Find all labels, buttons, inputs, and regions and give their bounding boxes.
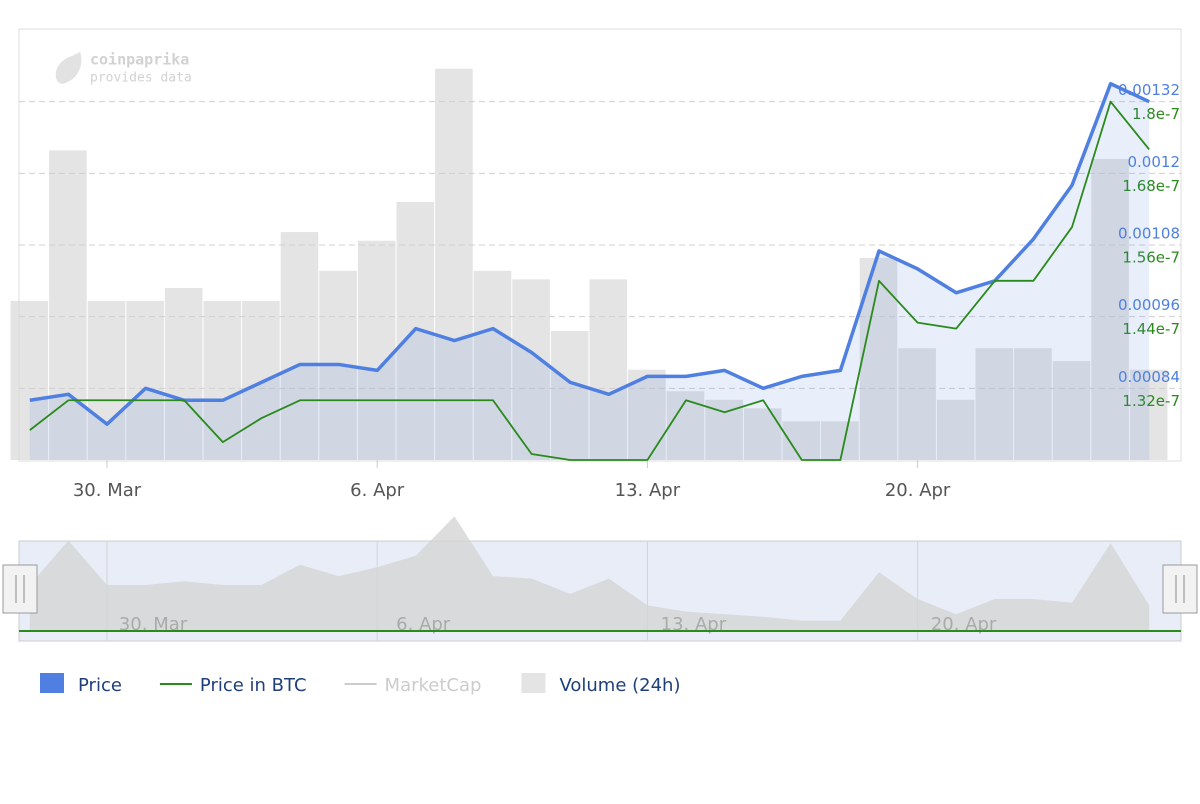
legend-label: Price: [78, 675, 122, 696]
volume-bar: [975, 348, 1014, 460]
legend-item[interactable]: Price: [40, 673, 122, 696]
navigator-volume: [29, 516, 1150, 632]
y-tick-label: 0.00084: [1118, 368, 1180, 386]
volume-bar: [49, 150, 87, 460]
y2-tick-label: 1.56e-7: [1122, 249, 1180, 267]
volume-bar: [87, 300, 126, 460]
navigator-label: 13. Apr: [661, 614, 727, 635]
volume-bar: [936, 399, 975, 460]
navigator-handle[interactable]: [1162, 564, 1198, 614]
legend-item[interactable]: Volume (24h): [521, 673, 680, 696]
legend-label: MarketCap: [385, 675, 482, 696]
y-tick-label: 0.0012: [1128, 153, 1181, 171]
series-line: [29, 100, 1150, 461]
volume-bar: [435, 68, 473, 460]
y2-tick-label: 1.32e-7: [1122, 392, 1180, 410]
volume-bar: [1091, 159, 1129, 460]
volume-bar: [1052, 361, 1091, 460]
legend-label: Price in BTC: [200, 675, 307, 696]
volume-bar: [628, 369, 666, 460]
volume-bar: [705, 399, 743, 460]
x-tick-label: 30. Mar: [73, 480, 142, 501]
legend-item[interactable]: Price in BTC: [159, 675, 307, 696]
series-line: [29, 82, 1150, 426]
y2-tick-label: 1.8e-7: [1132, 105, 1180, 123]
x-tick-label: 20. Apr: [885, 480, 951, 501]
y-tick-label: 0.00108: [1118, 225, 1180, 243]
logo-icon: [55, 52, 82, 84]
credit: provides data: [90, 71, 192, 86]
volume-bar: [242, 300, 280, 460]
y-tick-label: 0.00096: [1118, 296, 1180, 314]
volume-bar: [1014, 348, 1052, 460]
volume-bar: [203, 300, 242, 460]
volume-bar: [126, 300, 164, 460]
credit: coinpaprika: [90, 51, 189, 69]
volume-bar: [821, 421, 859, 460]
volume-bar: [512, 279, 550, 460]
x-tick-label: 6. Apr: [350, 480, 405, 501]
navigator-label: 6. Apr: [396, 614, 451, 635]
volume-bar: [280, 232, 319, 460]
legend-label: Volume (24h): [559, 675, 680, 696]
volume-bar: [10, 300, 49, 460]
y2-tick-label: 1.68e-7: [1122, 177, 1180, 195]
legend-item[interactable]: MarketCap: [344, 675, 482, 696]
volume-bar: [898, 348, 936, 460]
legend-symbol: [40, 673, 64, 693]
y2-tick-label: 1.44e-7: [1122, 320, 1180, 338]
navigator-handle[interactable]: [2, 564, 38, 614]
volume-bar: [357, 240, 396, 460]
legend-symbol: [521, 673, 546, 693]
volume-bar: [550, 331, 589, 460]
volume-bar: [589, 279, 628, 460]
navigator-label: 30. Mar: [119, 614, 188, 635]
x-tick-label: 13. Apr: [615, 480, 681, 501]
volume-bar: [473, 270, 512, 460]
volume-bar: [1129, 369, 1168, 460]
navigator-label: 20. Apr: [931, 614, 997, 635]
volume-bar: [743, 408, 782, 460]
